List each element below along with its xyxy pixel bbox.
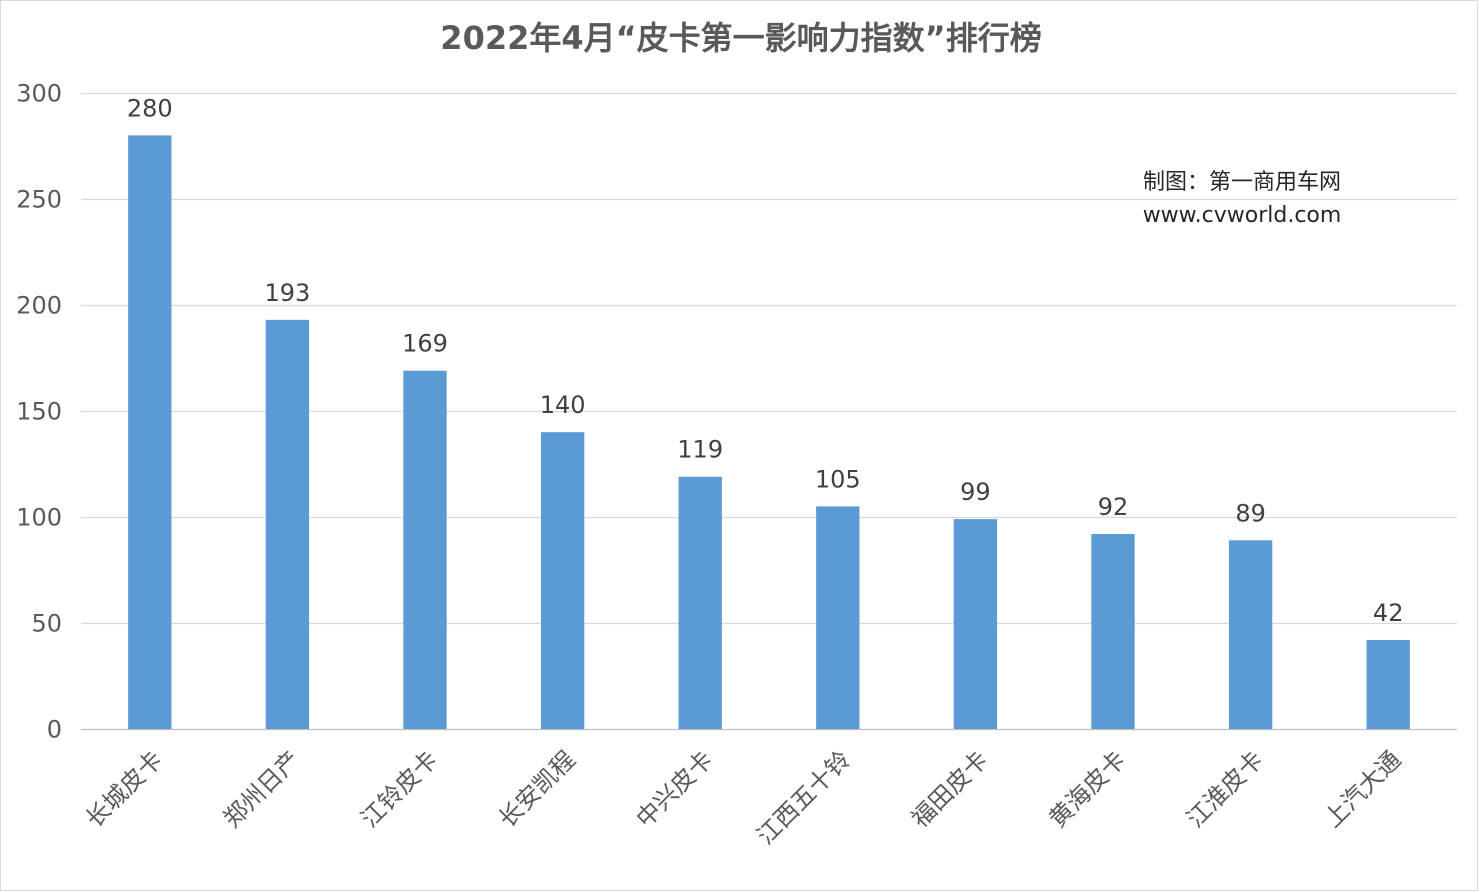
category-label: 福田皮卡 bbox=[906, 745, 994, 833]
y-tick-label: 300 bbox=[16, 80, 62, 108]
bar bbox=[1228, 540, 1273, 729]
y-axis-ticks: 0 50 100 150 200 250 300 bbox=[16, 80, 62, 744]
bar bbox=[678, 476, 722, 729]
bar bbox=[1091, 533, 1135, 729]
category-label: 中兴皮卡 bbox=[631, 745, 719, 833]
data-label: 119 bbox=[677, 436, 723, 464]
bars bbox=[128, 135, 1410, 729]
y-tick-label: 50 bbox=[31, 610, 62, 638]
y-tick-label: 150 bbox=[16, 398, 62, 426]
data-labels: 280 193 169 140 119 105 99 92 89 42 bbox=[127, 94, 1404, 627]
category-label: 郑州日产 bbox=[218, 745, 306, 833]
credit-line-2: www.cvworld.com bbox=[1143, 203, 1342, 228]
bar bbox=[540, 432, 585, 729]
category-label: 长城皮卡 bbox=[80, 745, 168, 833]
y-tick-label: 100 bbox=[16, 504, 62, 532]
bar bbox=[953, 519, 998, 729]
bar bbox=[265, 319, 310, 729]
x-axis-labels: 长城皮卡 郑州日产 江铃皮卡 长安凯程 中兴皮卡 江西五十铃 福田皮卡 黄海皮卡 江淮皮卡 上汽大… bbox=[80, 745, 1406, 850]
data-label: 169 bbox=[402, 330, 448, 358]
data-label: 280 bbox=[127, 94, 173, 122]
data-label: 42 bbox=[1373, 599, 1404, 627]
data-label: 92 bbox=[1098, 493, 1129, 521]
bar bbox=[816, 506, 860, 729]
data-label: 140 bbox=[540, 391, 586, 419]
data-label: 105 bbox=[815, 465, 861, 493]
bar bbox=[403, 370, 447, 729]
category-label: 江铃皮卡 bbox=[356, 745, 444, 833]
credit-line-1: 制图：第一商用车网 bbox=[1143, 170, 1341, 195]
bar bbox=[128, 135, 172, 729]
category-label: 江西五十铃 bbox=[751, 745, 856, 850]
gridlines bbox=[81, 92, 1457, 731]
y-tick-label: 250 bbox=[16, 186, 62, 214]
category-label: 上汽大通 bbox=[1319, 745, 1407, 833]
category-label: 黄海皮卡 bbox=[1044, 745, 1132, 833]
y-tick-label: 0 bbox=[47, 716, 62, 744]
y-tick-label: 200 bbox=[16, 292, 62, 320]
bar bbox=[1366, 639, 1410, 729]
category-label: 江淮皮卡 bbox=[1181, 745, 1269, 833]
data-label: 193 bbox=[264, 279, 310, 307]
category-label: 长安凯程 bbox=[493, 745, 581, 833]
chart-title: 2022年4月“皮卡第一影响力指数”排行榜 bbox=[440, 19, 1041, 57]
data-label: 99 bbox=[960, 478, 991, 506]
data-label: 89 bbox=[1235, 499, 1266, 527]
